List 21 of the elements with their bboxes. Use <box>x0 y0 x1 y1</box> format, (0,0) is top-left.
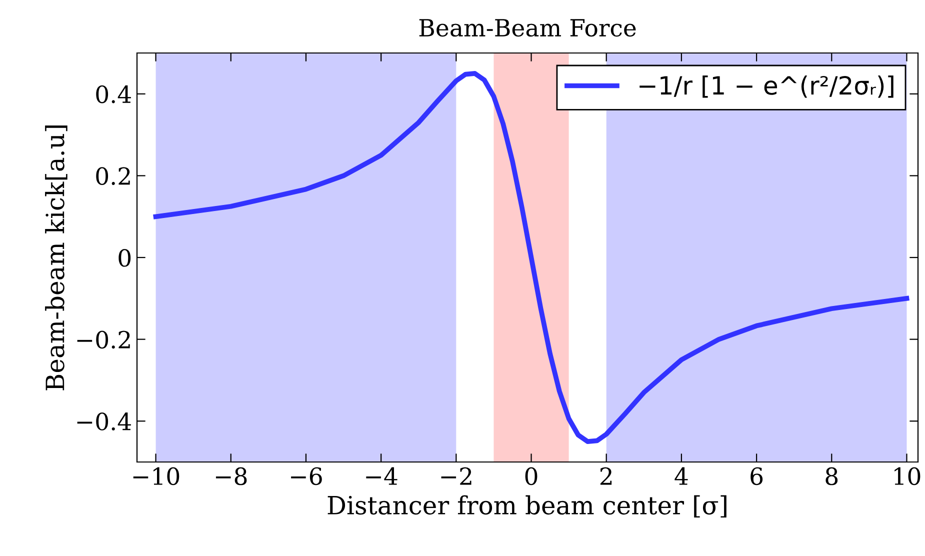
x-tick-label: 10 <box>894 467 920 486</box>
y-tick-label: 0.2 <box>96 167 130 186</box>
y-axis-title: Beam-beam kick[a.u] <box>45 125 68 390</box>
y-tick-label: 0.4 <box>96 85 131 104</box>
legend-label: −1/r [1 − e^(r²/2σᵣ)] <box>640 76 894 98</box>
x-axis-title: Distancer from beam center [σ] <box>328 495 726 518</box>
x-tick-label: −6 <box>291 467 322 486</box>
y-tick-label: −0.2 <box>77 330 130 349</box>
y-tick-label: −0.4 <box>77 412 131 430</box>
x-tick-label: 0 <box>525 467 538 486</box>
y-tick-label: 0 <box>118 248 131 267</box>
line-series <box>153 71 910 444</box>
x-tick-label: −2 <box>441 467 472 485</box>
x-tick-label: −8 <box>216 467 247 486</box>
x-tick-label: 2 <box>600 467 612 485</box>
x-tick-label: 6 <box>750 467 763 486</box>
x-tick-label: 4 <box>674 467 688 485</box>
x-tick-label: 8 <box>826 467 838 486</box>
chart-title: Beam-Beam Force <box>419 19 636 37</box>
x-tick-label: −10 <box>133 467 180 486</box>
x-tick-label: −4 <box>366 467 398 485</box>
